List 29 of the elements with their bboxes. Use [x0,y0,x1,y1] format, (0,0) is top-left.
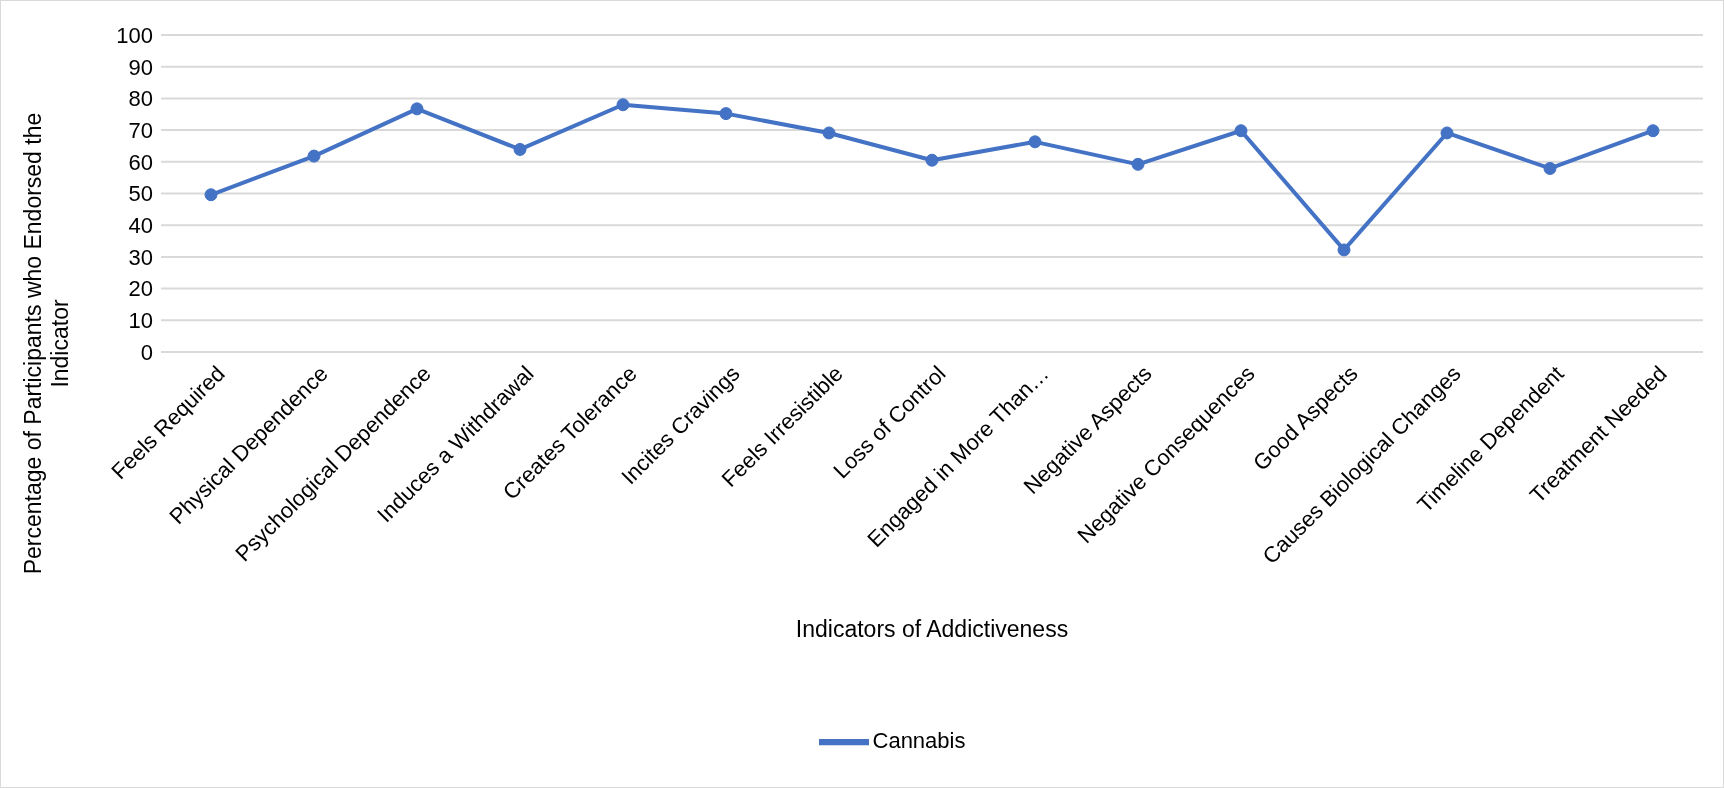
point [1028,135,1042,149]
y-tick-label: 100 [116,22,153,48]
point [513,142,527,156]
y-tick-label: 20 [128,276,153,302]
point [616,98,630,112]
point [204,188,218,202]
y-tick-label: 30 [128,244,153,270]
x-axis-title: Indicators of Addictiveness [795,616,1069,642]
legend-label: Cannabis [872,727,966,753]
point [1131,157,1145,171]
point [1440,126,1454,140]
y-tick-label: 60 [128,149,153,175]
point [410,102,424,116]
point [719,107,733,121]
y-tick-label: 70 [128,117,153,143]
y-axis-title: Percentage of Participants who Endorsed the Indicator [20,112,73,575]
y-tick-label: 10 [128,308,153,334]
point [822,126,836,140]
y-tick-label: 90 [128,54,153,80]
y-tick-label: 40 [128,213,153,239]
point [1234,124,1248,138]
point [1337,243,1351,257]
point [1543,161,1557,175]
y-tick-label: 50 [128,181,153,207]
y-tick-label: 80 [128,86,153,112]
y-tick-label: 0 [140,339,153,365]
point [925,153,939,167]
point [307,149,321,163]
point [1646,124,1660,138]
